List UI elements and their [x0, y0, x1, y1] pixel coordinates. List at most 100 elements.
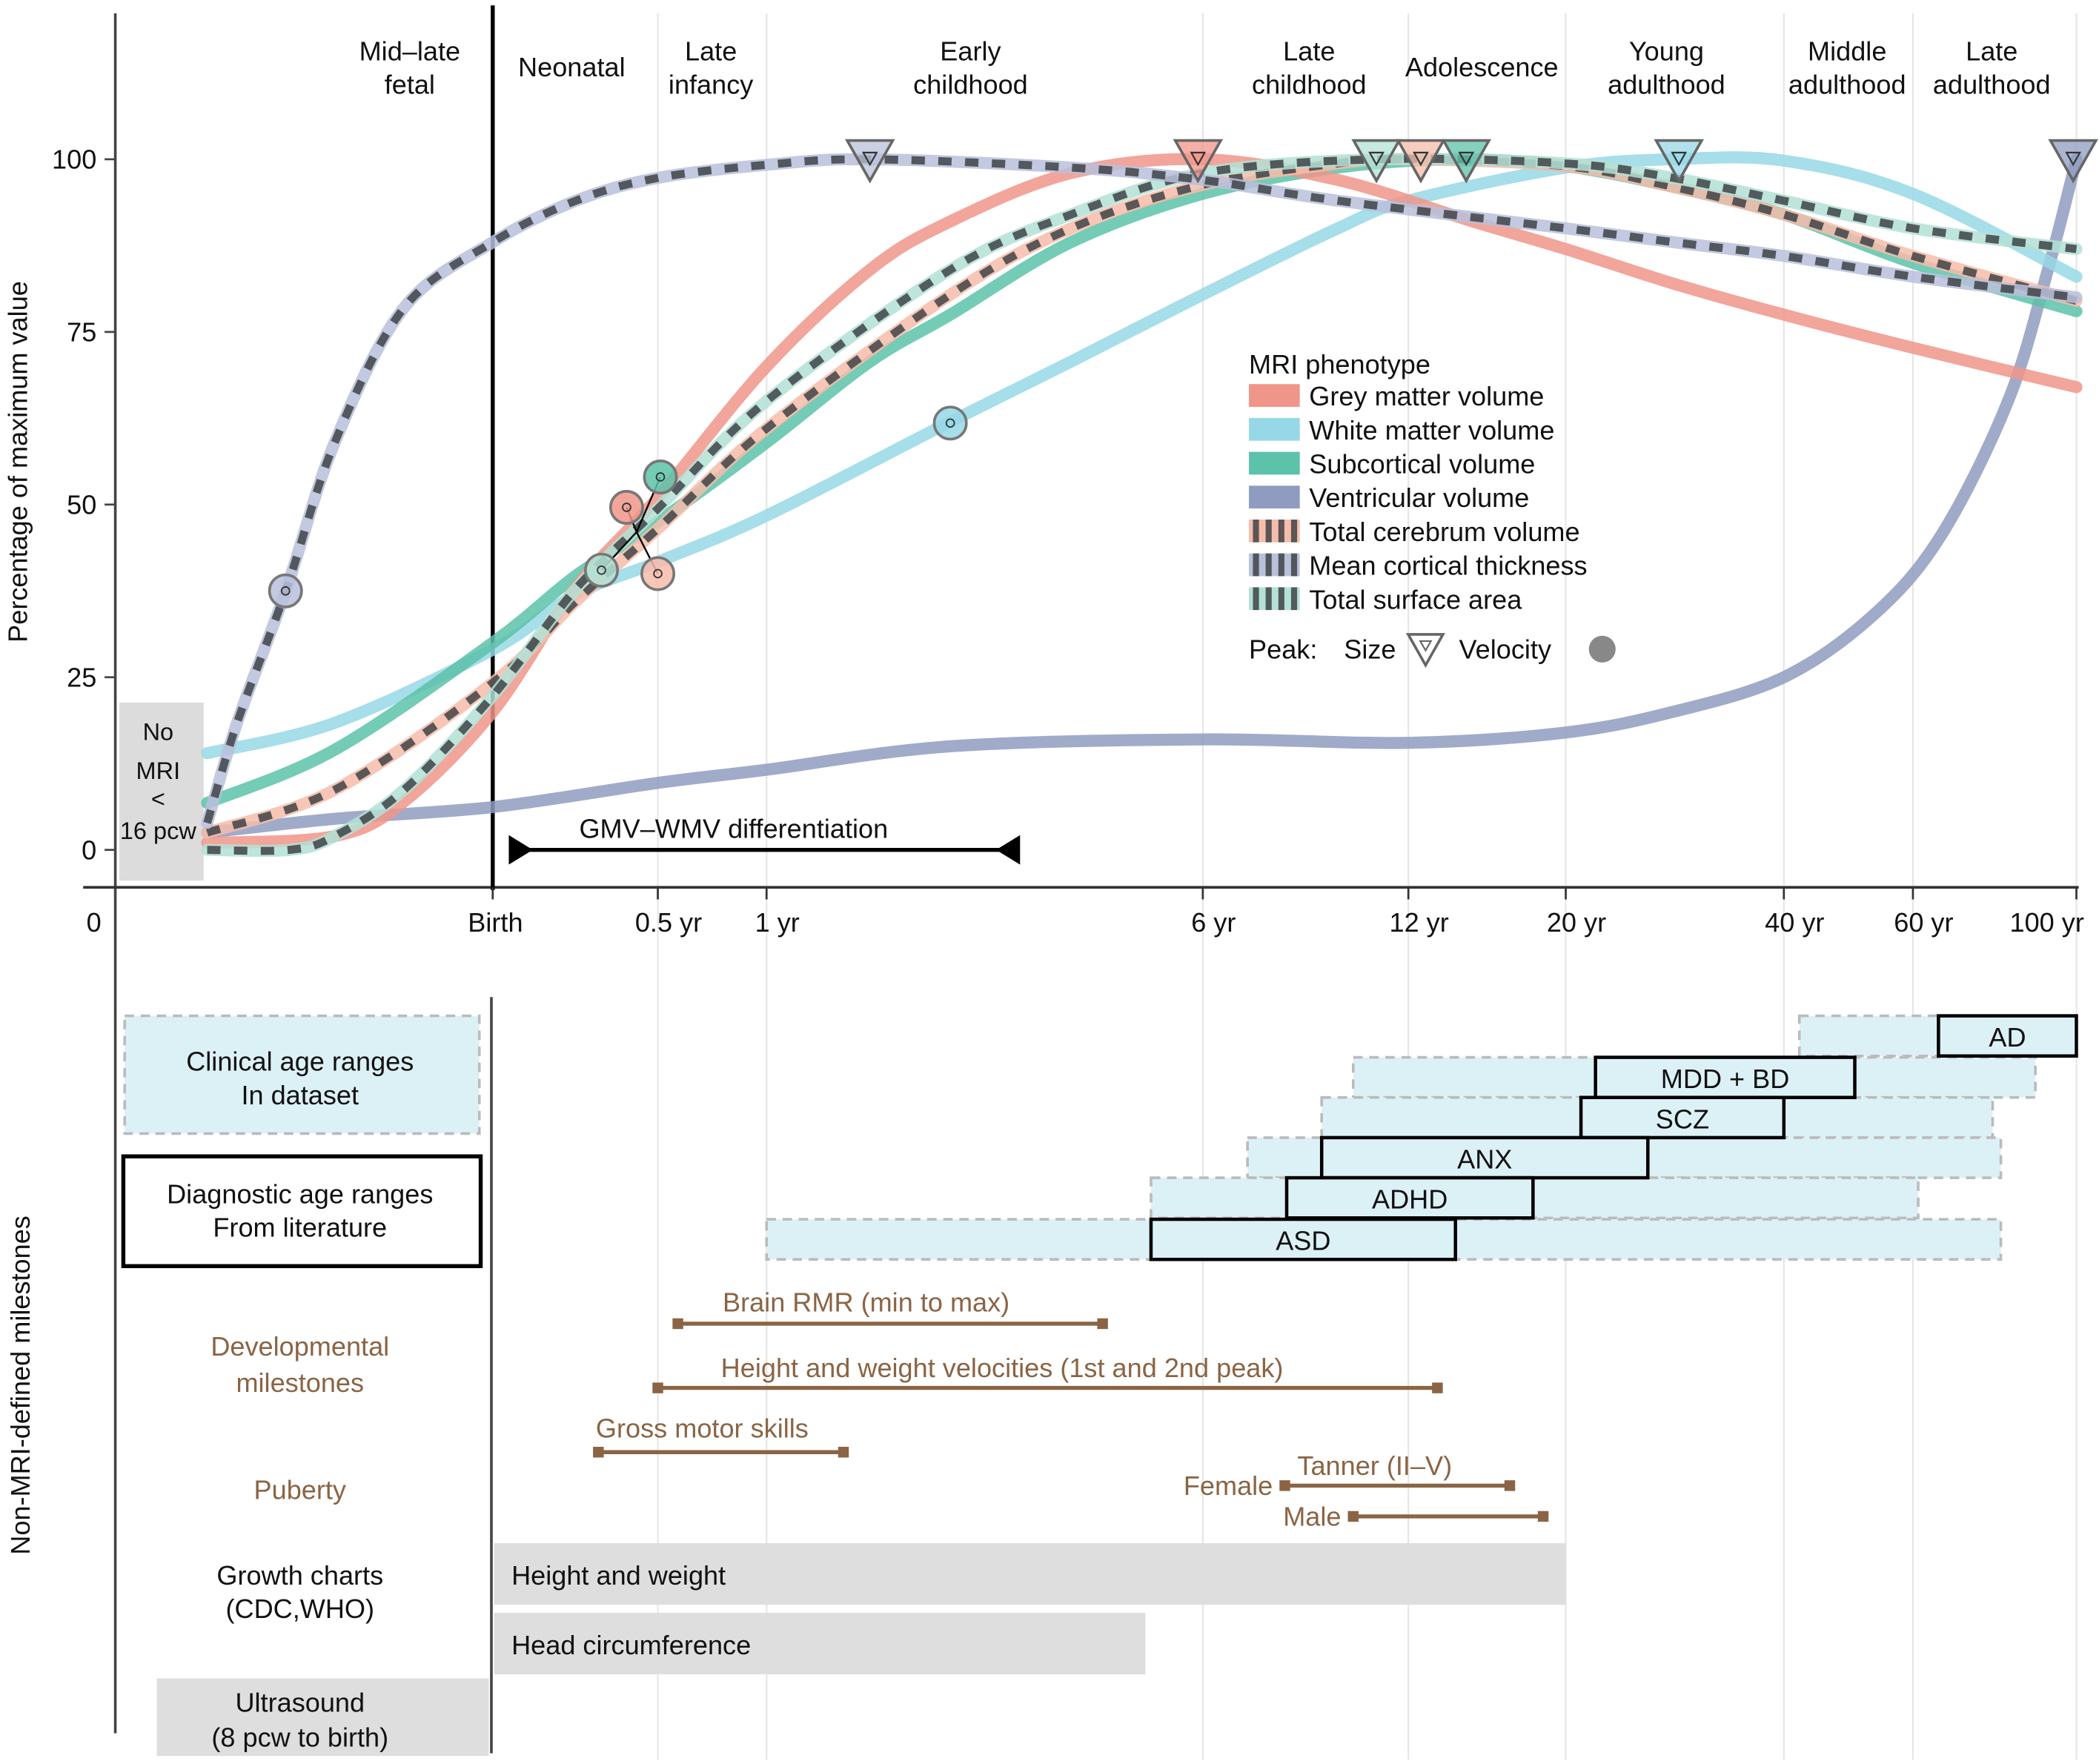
legend-swatch — [1249, 384, 1300, 407]
velocity-peak-dot — [655, 472, 666, 482]
legend-swatch — [1249, 485, 1300, 509]
legend-swatch-stripe — [1290, 519, 1298, 543]
legend-item-label: Total surface area — [1309, 584, 1522, 614]
diagnostic-legend-label: Diagnostic age ranges — [167, 1178, 433, 1209]
x-tick-label: 6 yr — [1191, 907, 1236, 938]
no-mri-label: MRI — [136, 757, 181, 784]
legend-item-label: Subcortical volume — [1309, 449, 1535, 480]
stage-label: Middle — [1808, 36, 1886, 66]
legend-swatch — [1249, 417, 1300, 441]
disorder-label: MDD + BD — [1661, 1064, 1790, 1094]
stage-label: Young — [1629, 36, 1704, 66]
stage-label: adulthood — [1608, 69, 1725, 99]
stage-label: Mid–late — [359, 36, 461, 66]
legend-item-label: White matter volume — [1309, 415, 1554, 445]
mean-cortical-thickness-velocity-peak — [268, 573, 303, 609]
milestone-range-line-start-cap — [672, 1318, 683, 1330]
white-matter-volume-velocity-peak — [932, 405, 968, 441]
size-peak-inner-icon — [1419, 640, 1433, 652]
legend-swatch-stripe — [1278, 519, 1284, 543]
stage-label: childhood — [913, 69, 1028, 99]
mean-cortical-thickness-size-peak — [844, 139, 895, 184]
velocity-legend-label: Velocity — [1459, 634, 1551, 664]
clinical-legend-label: Clinical age ranges — [186, 1047, 414, 1077]
legend-swatch-stripe — [1253, 519, 1259, 543]
x-tick-label: 100 yr — [2009, 907, 2083, 938]
milestones-panel: Non-MRI-defined milestones Clinical age r… — [5, 1014, 2078, 1757]
peak-legend-label: Peak: — [1249, 634, 1317, 664]
size-peak-inner — [1190, 151, 1207, 167]
stage-label: childhood — [1252, 69, 1367, 99]
milestone-label: Height and weight velocities (1st and 2n… — [721, 1353, 1284, 1383]
clinical-legend-box — [123, 1014, 481, 1135]
axes: 0 25 50 75 100 Percentage of maximum value 0 Bi… — [2, 5, 2084, 1754]
stage-label: infancy — [669, 69, 753, 99]
legend-item-label: Total cerebrum volume — [1309, 517, 1579, 547]
stage-labels: Mid–latefetalNeonatalLateinfancyEarlychi… — [359, 36, 2051, 99]
diagnostic-range-box — [1594, 1055, 1857, 1099]
total-cerebrum-volume-velocity-peak — [640, 556, 676, 591]
legend-swatch-stripe — [1253, 587, 1259, 611]
x-tick-label: 0.5 yr — [635, 907, 702, 938]
y-axis-label: Percentage of maximum value — [2, 281, 33, 643]
disorder-label: ADHD — [1372, 1184, 1448, 1215]
total-surface-area-size-peak — [1351, 139, 1402, 184]
female-label: Female — [1184, 1470, 1273, 1501]
size-peak-inner — [1671, 151, 1688, 167]
puberty-female-range-end-cap — [1504, 1480, 1516, 1491]
legend-swatch-stripe — [1253, 553, 1259, 577]
x-tick-label: 0 — [87, 907, 102, 938]
stage-label: Late — [1966, 36, 2017, 66]
white-matter-volume-curve — [201, 151, 2083, 760]
legend-swatch-stripe — [1290, 587, 1298, 611]
white-matter-volume-size-peak — [1654, 139, 1705, 184]
milestone-label: Gross motor skills — [596, 1413, 809, 1443]
x-tick-label: 1 yr — [755, 907, 800, 938]
diagnostic-legend-label: From literature — [213, 1213, 387, 1243]
diagnostic-legend-box — [121, 1154, 483, 1268]
disorder-label: ASD — [1276, 1226, 1330, 1256]
velocity-peak-dot — [280, 586, 291, 596]
peak-markers — [268, 139, 2098, 609]
size-peak-inner — [861, 151, 878, 167]
milestone-range-line-end-cap — [1097, 1318, 1108, 1330]
total-surface-area-curve-dashes — [207, 154, 2078, 855]
y-tick-label: 0 — [82, 835, 96, 865]
growth-chart-bar — [494, 1612, 1146, 1675]
milestone-label: Brain RMR (min to max) — [723, 1287, 1009, 1318]
stage-label: Late — [1283, 36, 1335, 66]
legend-title: MRI phenotype — [1249, 349, 1430, 379]
velocity-peak-circle-icon — [1588, 635, 1616, 663]
stage-label: adulthood — [1788, 69, 1906, 99]
gmv-wmv-label: GMV–WMV differentiation — [579, 813, 888, 843]
legend-swatch-stripe — [1265, 587, 1272, 611]
bracket-arrow-right — [995, 835, 1021, 865]
y-tick-label: 25 — [67, 662, 96, 692]
tanner-label: Tanner (II–V) — [1297, 1450, 1452, 1481]
stage-label: adulthood — [1933, 69, 2051, 99]
legend-swatch-stripe — [1290, 553, 1298, 577]
x-tick-label: 60 yr — [1894, 907, 1953, 938]
no-mri-label: 16 pcw — [120, 818, 197, 844]
growth-curves — [201, 151, 2083, 858]
stage-label: fetal — [385, 69, 435, 99]
ultrasound-label: (8 pcw to birth) — [211, 1722, 388, 1753]
developmental-label: milestones — [236, 1367, 364, 1398]
y-tick-label: 50 — [67, 489, 96, 520]
puberty-female-range-start-cap — [1279, 1480, 1290, 1491]
disorder-label: AD — [1989, 1022, 2026, 1052]
growth-chart-label: Head circumference — [511, 1630, 751, 1660]
diagnostic-range-box — [1579, 1095, 1786, 1140]
y-tick-label: 75 — [67, 316, 96, 347]
milestone-range-line-end-cap — [1432, 1382, 1443, 1393]
male-label: Male — [1283, 1502, 1341, 1532]
developmental-label: Developmental — [210, 1331, 389, 1362]
clinical-legend-label: In dataset — [241, 1080, 359, 1110]
velocity-peak-dot — [597, 565, 606, 575]
no-mri-label: No — [143, 719, 174, 746]
ventricular-volume-curve — [201, 153, 2083, 839]
legend-item-label: Mean cortical thickness — [1309, 551, 1587, 581]
ultrasound-box — [156, 1678, 489, 1757]
size-peak-inner — [1413, 151, 1429, 167]
